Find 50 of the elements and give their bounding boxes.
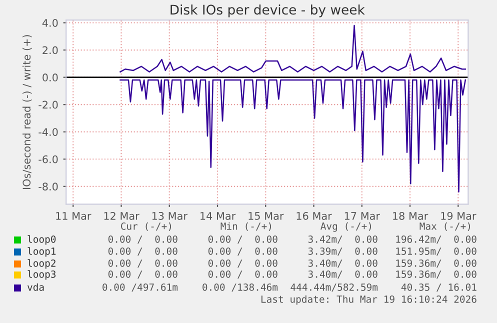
text: 0.00 / 0.00 [208, 259, 278, 268]
text: 3.40m/ 0.00 [308, 259, 378, 268]
text: 151.95m/ 0.00 [396, 247, 476, 256]
y-tick-label: 0.0 [42, 74, 58, 82]
x-tick-label: 19 Mar [441, 212, 476, 220]
legend-label: loop3 [28, 270, 56, 280]
legend-label: loop1 [28, 247, 56, 257]
y-tick-label: -4.0 [38, 128, 58, 136]
text: 444.44m/582.59m [290, 283, 378, 292]
text: 0.00 / 0.00 [108, 259, 178, 268]
text: Avg (-/+) [320, 222, 372, 232]
x-tick-label: 16 Mar [296, 212, 332, 220]
y-tick-label: -8.0 [38, 182, 58, 191]
text: 159.36m/ 0.00 [396, 259, 476, 268]
text: 40.35 / 16.01 [401, 283, 476, 292]
legend-label: loop0 [28, 235, 56, 245]
text: 0.00 /497.61m [102, 283, 178, 292]
text: 159.36m/ 0.00 [396, 270, 476, 279]
legend-label: loop2 [28, 259, 56, 269]
x-tick-label: 12 Mar [104, 212, 140, 220]
y-axis-title: IOs/second read (-) / write (+) [22, 35, 32, 189]
text: 0.00 / 0.00 [108, 247, 178, 256]
text: 0.00 /138.46m [202, 283, 278, 292]
x-tick-label: 18 Mar [393, 212, 428, 220]
line-series [120, 24, 466, 72]
x-tick-label: 17 Mar [344, 212, 380, 220]
x-tick-label: 11 Mar [56, 212, 92, 220]
x-tick-label: 14 Mar [200, 212, 236, 220]
text: 3.40m/ 0.00 [308, 270, 378, 279]
text: 3.42m/ 0.00 [308, 235, 378, 244]
line-series [120, 79, 466, 192]
text: Min (-/+) [220, 222, 272, 231]
y-tick-label: 4.0 [42, 18, 58, 27]
y-tick-label: -2.0 [38, 100, 58, 109]
chart-title: Disk IOs per device - by week [170, 4, 365, 18]
y-tick-label: 2.0 [42, 46, 58, 54]
legend-label: vda [27, 283, 44, 291]
text: 0.00 / 0.00 [108, 270, 178, 279]
y-tick-label: -6.0 [38, 155, 58, 164]
text: 0.00 / 0.00 [108, 235, 178, 244]
text: 196.42m/ 0.00 [396, 235, 476, 244]
text: Last update: Thu Mar 19 16:10:24 2026 [261, 295, 476, 305]
text: 0.00 / 0.00 [208, 235, 278, 244]
text: 0.00 / 0.00 [208, 270, 278, 279]
x-tick-label: 15 Mar [248, 212, 284, 220]
text: 3.39m/ 0.00 [308, 247, 378, 256]
x-tick-label: 13 Mar [152, 212, 188, 220]
text: Cur (-/+) [121, 222, 172, 231]
text: Max (-/+) [420, 222, 470, 231]
text: 0.00 / 0.00 [208, 247, 278, 256]
